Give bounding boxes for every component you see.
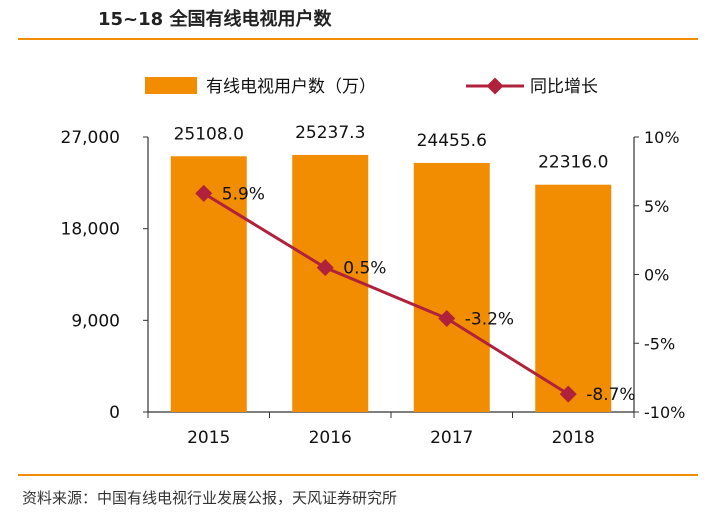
growth-line: [202, 192, 570, 396]
bar-series: 25108.0 25237.3 24455.6 22316.0: [170, 123, 612, 412]
chart-title: 15~18 全国有线电视用户数: [98, 9, 332, 30]
y-right-tick-label: 10%: [644, 128, 680, 147]
line-point: [316, 259, 334, 277]
x-tick-label: 2018: [552, 428, 595, 448]
legend-label-bar: 有线电视用户数（万）: [206, 77, 376, 97]
legend: 有线电视用户数（万） 同比增长: [145, 77, 598, 97]
line-series: 5.9% 0.5% -3.2% -8.7%: [195, 184, 636, 405]
bar-data-label: 25108.0: [174, 124, 244, 144]
x-tick-label: 2017: [430, 428, 473, 448]
line-data-label: 0.5%: [343, 259, 386, 279]
bar: [292, 154, 369, 412]
footer-divider: [18, 474, 698, 476]
title-divider: [18, 38, 698, 40]
y-right-tick-label: 0%: [644, 266, 669, 285]
y-left-tick-label: 0: [109, 403, 120, 423]
y-right-tick-label: 5%: [644, 197, 669, 216]
bar: [170, 156, 247, 412]
bar-data-label: 24455.6: [417, 131, 487, 151]
bar-data-label: 22316.0: [538, 153, 608, 173]
line-point: [195, 184, 213, 202]
legend-label-line: 同比增长: [530, 77, 598, 97]
y-right-tick-label: -5%: [644, 334, 675, 353]
line-data-label: -3.2%: [465, 310, 514, 330]
line-point: [559, 385, 577, 403]
y-right-tick-label: -10%: [644, 403, 685, 422]
source-note: 资料来源：中国有线电视行业发展公报，天风证券研究所: [22, 489, 398, 507]
line-data-label: -8.7%: [586, 385, 635, 405]
y-left-tick-label: 9,000: [71, 311, 120, 331]
bar: [535, 184, 612, 412]
x-tick-label: 2016: [309, 428, 352, 448]
y-left-tick-label: 18,000: [61, 220, 120, 240]
bar: [413, 162, 490, 412]
line-point: [438, 310, 456, 327]
line-data-label: 5.9%: [222, 184, 265, 204]
y-left-tick-label: 27,000: [61, 128, 120, 148]
x-tick-label: 2015: [187, 428, 230, 448]
bar-data-label: 25237.3: [295, 123, 365, 143]
legend-swatch-marker: [486, 77, 504, 95]
legend-swatch-bar: [145, 77, 197, 94]
